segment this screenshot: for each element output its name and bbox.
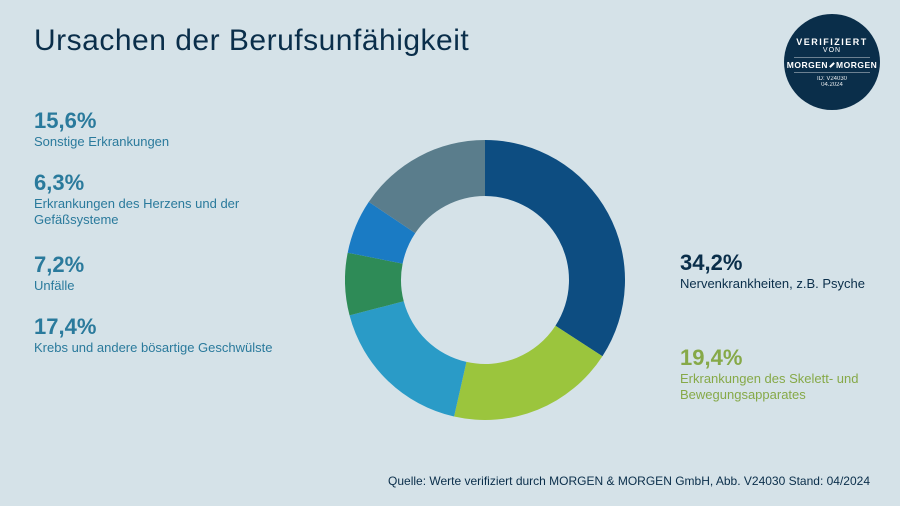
page-title: Ursachen der Berufsunfähigkeit: [34, 24, 469, 58]
label-pct: 6,3%: [34, 170, 284, 196]
label-sonstige: 15,6%Sonstige Erkrankungen: [34, 108, 284, 150]
label-nerven: 34,2%Nervenkrankheiten, z.B. Psyche: [680, 250, 880, 292]
slice-nerven: [485, 140, 625, 356]
donut-chart: [345, 140, 625, 420]
label-text: Krebs und andere bösartige Geschwülste: [34, 340, 284, 356]
label-text: Erkrankungen des Skelett- und Bewegungsa…: [680, 371, 885, 404]
diamond-icon: [829, 62, 835, 68]
slice-krebs: [350, 301, 467, 416]
label-herz: 6,3%Erkrankungen des Herzens und der Gef…: [34, 170, 284, 229]
label-unfaelle: 7,2%Unfälle: [34, 252, 284, 294]
badge-sub-line: VON: [823, 47, 841, 54]
label-text: Sonstige Erkrankungen: [34, 134, 284, 150]
label-text: Erkrankungen des Herzens und der Gefäßsy…: [34, 196, 284, 229]
label-pct: 17,4%: [34, 314, 284, 340]
label-krebs: 17,4%Krebs und andere bösartige Geschwül…: [34, 314, 284, 356]
label-skelett: 19,4%Erkrankungen des Skelett- und Beweg…: [680, 345, 885, 404]
source-citation: Quelle: Werte verifiziert durch MORGEN &…: [388, 474, 870, 488]
label-pct: 7,2%: [34, 252, 284, 278]
label-pct: 19,4%: [680, 345, 885, 371]
badge-top-line: VERIFIZIERT: [796, 37, 868, 47]
badge-brand: MORGEN MORGEN: [794, 57, 871, 73]
label-text: Nervenkrankheiten, z.B. Psyche: [680, 276, 880, 292]
label-text: Unfälle: [34, 278, 284, 294]
badge-stand: 04.2024: [821, 82, 843, 88]
label-pct: 34,2%: [680, 250, 880, 276]
verification-badge: VERIFIZIERT VON MORGEN MORGEN ID: V24030…: [784, 14, 880, 110]
label-pct: 15,6%: [34, 108, 284, 134]
